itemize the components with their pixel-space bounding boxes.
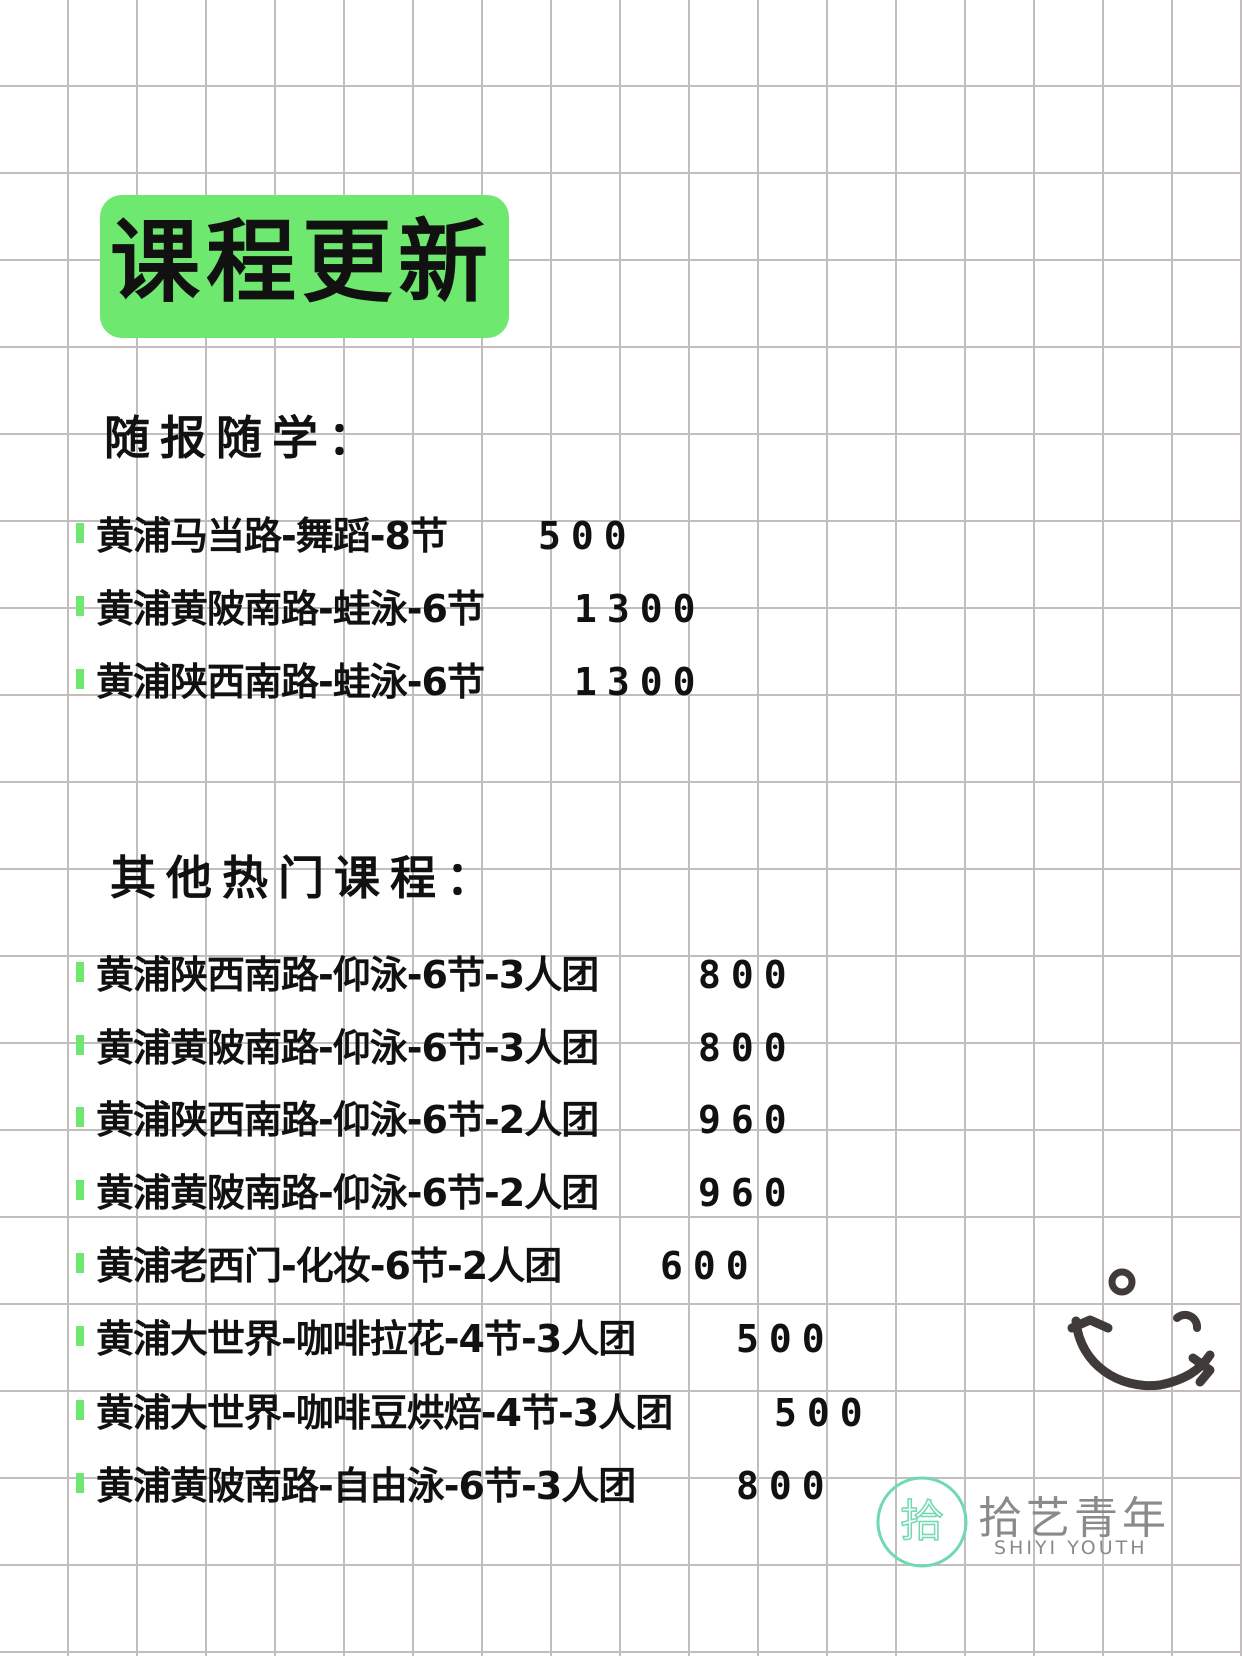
smiley-doodle-icon (1067, 1268, 1215, 1391)
logo-circle-icon: 拾 (876, 1476, 968, 1568)
course-name: 黄浦黄陂南路-蛙泳-6节 (96, 587, 485, 631)
brand-name-en: SHIYI YOUTH (994, 1537, 1148, 1559)
course-price: 500 (538, 514, 637, 558)
bullet-marker (76, 1326, 84, 1346)
course-name: 黄浦马当路-舞蹈-8节 (96, 514, 448, 558)
bullet-marker (76, 1180, 84, 1200)
course-price: 800 (698, 1026, 797, 1070)
course-name: 黄浦陕西南路-蛙泳-6节 (96, 660, 485, 704)
course-name: 黄浦黄陂南路-仰泳-6节-2人团 (96, 1171, 599, 1215)
bullet-marker (76, 1400, 84, 1420)
course-name: 黄浦陕西南路-仰泳-6节-2人团 (96, 1098, 599, 1142)
bullet-marker (76, 1473, 84, 1493)
section-heading-popular: 其他热门课程： (110, 851, 502, 905)
bullet-marker (76, 669, 84, 689)
bullet-marker (76, 523, 84, 543)
section-heading-walk-in: 随报随学： (104, 411, 384, 465)
course-name: 黄浦黄陂南路-仰泳-6节-3人团 (96, 1026, 599, 1070)
course-name: 黄浦陕西南路-仰泳-6节-3人团 (96, 953, 599, 997)
course-name: 黄浦大世界-咖啡豆烘焙-4节-3人团 (96, 1391, 673, 1435)
course-name: 黄浦黄陂南路-自由泳-6节-3人团 (96, 1464, 636, 1508)
bullet-marker (76, 1035, 84, 1055)
course-price: 960 (698, 1098, 797, 1142)
course-price: 1300 (574, 660, 706, 704)
course-price: 500 (736, 1317, 835, 1361)
course-price: 800 (698, 953, 797, 997)
course-price: 500 (774, 1391, 873, 1435)
brand-name-cn: 拾艺青年 (978, 1493, 1170, 1544)
course-price: 960 (698, 1171, 797, 1215)
svg-text:拾: 拾 (900, 1496, 944, 1547)
bullet-marker (76, 962, 84, 982)
page-title: 课程更新 (110, 210, 494, 315)
course-name: 黄浦老西门-化妆-6节-2人团 (96, 1244, 562, 1288)
course-price: 600 (660, 1244, 759, 1288)
title-highlight (100, 195, 509, 338)
bullet-marker (76, 1253, 84, 1273)
brand-logo: 拾 (874, 1470, 970, 1578)
course-price: 1300 (574, 587, 706, 631)
course-price: 800 (736, 1464, 835, 1508)
bullet-marker (76, 596, 84, 616)
course-name: 黄浦大世界-咖啡拉花-4节-3人团 (96, 1317, 636, 1361)
bullet-marker (76, 1107, 84, 1127)
